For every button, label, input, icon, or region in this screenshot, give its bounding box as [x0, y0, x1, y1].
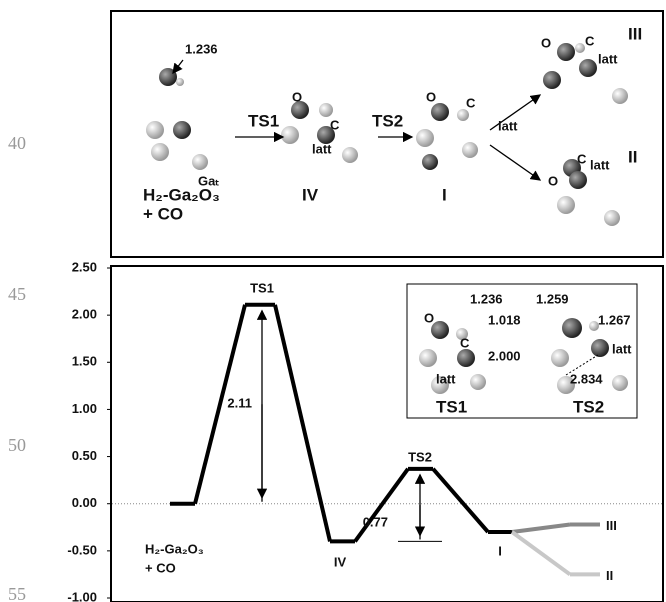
label: O: [548, 173, 558, 188]
line-number: 50: [8, 435, 26, 455]
state-label: + CO: [143, 204, 183, 223]
connector: [431, 467, 490, 534]
state-label: I: [498, 543, 502, 558]
label: latt: [590, 157, 610, 172]
label: III: [628, 24, 642, 43]
molecules: [146, 43, 628, 226]
y-tick-label: 0.50: [72, 448, 97, 463]
label: O: [426, 89, 436, 104]
state-label: IV: [302, 185, 319, 204]
y-tick-label: 2.50: [72, 259, 97, 274]
plot: -1.00 -0.50 0.00 0.50 1.00 1.50 2.00 2.50 H₂-Ga₂…: [67, 259, 662, 602]
label: C: [585, 33, 595, 48]
state-label: + CO: [145, 560, 176, 575]
label: latt: [436, 371, 456, 386]
label: 2.834: [570, 371, 603, 386]
label: 1.259: [536, 291, 569, 306]
label: latt: [612, 341, 632, 356]
state-label: I: [442, 185, 447, 204]
label: TS2: [372, 111, 403, 130]
y-tick-label: -0.50: [67, 542, 97, 557]
label: latt: [498, 118, 518, 133]
y-tick-label: -1.00: [67, 589, 97, 602]
label: TS1: [248, 111, 279, 130]
state-label: H₂-Ga₂O₃: [145, 541, 204, 556]
label: 1.236: [185, 41, 218, 56]
label: O: [424, 310, 434, 325]
state-label: IV: [334, 554, 347, 569]
plot-frame: [110, 265, 664, 602]
state-label: H₂-Ga₂O₃: [143, 185, 220, 204]
connector: [193, 304, 247, 505]
label: latt: [598, 51, 618, 66]
line-number: 40: [8, 133, 26, 153]
label: O: [541, 35, 551, 50]
label: II: [628, 147, 637, 166]
connector: [353, 467, 410, 543]
label: 1.018: [488, 312, 521, 327]
label: TS1: [436, 397, 467, 416]
barrier-label: 0.77: [363, 515, 388, 530]
label: O: [292, 89, 302, 104]
y-tick-label: 2.00: [72, 307, 97, 322]
branch-connector: [510, 530, 572, 577]
state-label: TS1: [250, 280, 274, 295]
branch-label: III: [606, 518, 617, 533]
barrier-label: 2.11: [227, 396, 252, 411]
top-panel: [110, 10, 664, 258]
label: 2.000: [488, 348, 521, 363]
label: latt: [312, 141, 332, 156]
y-tick-label: 1.00: [72, 401, 97, 416]
arrows: [172, 59, 542, 181]
label: C: [577, 151, 587, 166]
branch-connector: [511, 522, 571, 534]
label: 1.267: [598, 312, 631, 327]
state-label: TS2: [408, 449, 432, 464]
label: C: [460, 335, 470, 350]
branch-label: II: [606, 568, 613, 583]
label: 1.236: [470, 291, 503, 306]
label: C: [466, 95, 476, 110]
line-number: 55: [8, 584, 26, 602]
inset-molecules: [419, 318, 628, 394]
label: TS2: [573, 397, 604, 416]
label: Gaₜ: [198, 173, 219, 188]
line-number: 45: [8, 284, 26, 304]
y-tick-label: 0.00: [72, 495, 97, 510]
label: C: [330, 117, 340, 132]
connector: [273, 304, 332, 542]
y-tick-label: 1.50: [72, 354, 97, 369]
